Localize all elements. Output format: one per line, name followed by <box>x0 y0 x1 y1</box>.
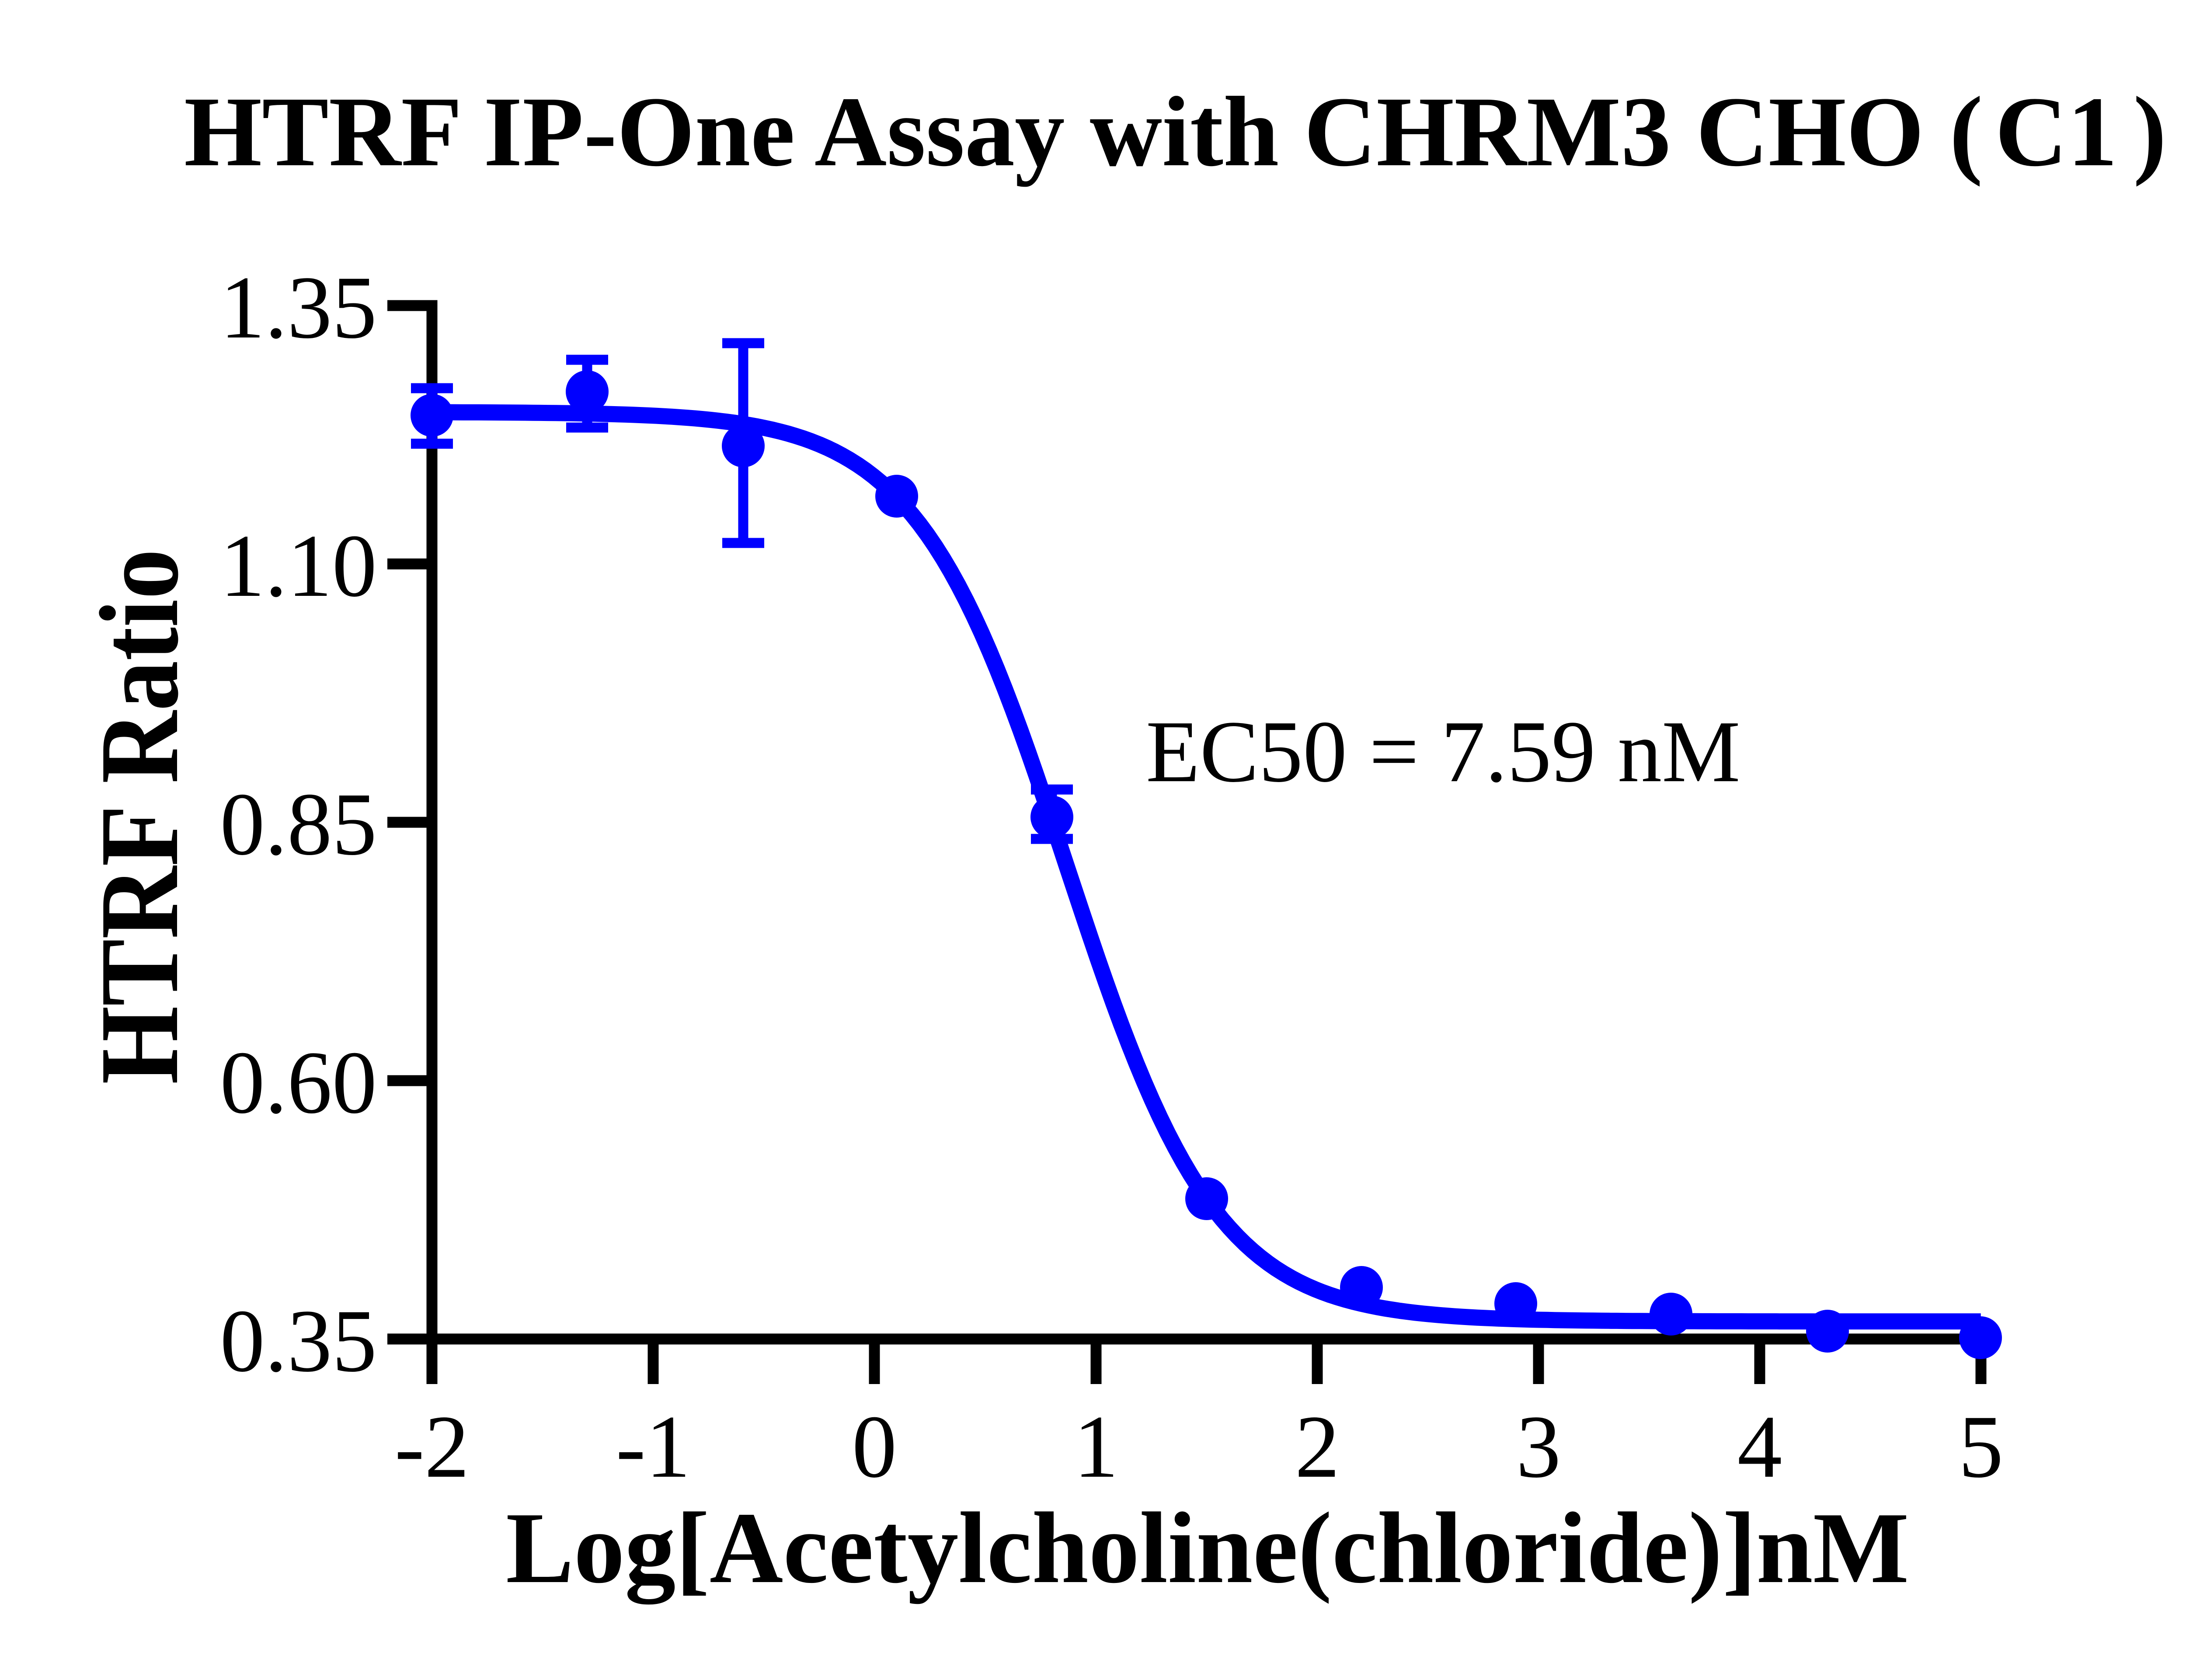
svg-text:3: 3 <box>1516 1397 1561 1496</box>
svg-text:Log[Acetylcholine(chloride)]nM: Log[Acetylcholine(chloride)]nM <box>506 1492 1909 1605</box>
svg-text:1: 1 <box>1074 1397 1119 1496</box>
svg-text:1.35: 1.35 <box>220 258 377 357</box>
svg-text:0.85: 0.85 <box>220 775 377 874</box>
svg-text:-1: -1 <box>616 1397 691 1496</box>
svg-text:4: 4 <box>1737 1397 1782 1496</box>
svg-text:2: 2 <box>1295 1397 1340 1496</box>
svg-text:1.10: 1.10 <box>220 516 377 616</box>
svg-text:0: 0 <box>852 1397 897 1496</box>
svg-text:EC50 = 7.59 nM: EC50 = 7.59 nM <box>1146 703 1740 800</box>
svg-text:0.60: 0.60 <box>220 1033 377 1132</box>
svg-text:HTRF IP-One Assay with CHRM3 C: HTRF IP-One Assay with CHRM3 CHO(C1) <box>184 76 2166 187</box>
svg-text:HTRF Ratio: HTRF Ratio <box>77 549 202 1084</box>
svg-text:-2: -2 <box>395 1397 470 1496</box>
svg-text:5: 5 <box>1959 1397 2004 1496</box>
svg-text:0.35: 0.35 <box>220 1291 377 1391</box>
